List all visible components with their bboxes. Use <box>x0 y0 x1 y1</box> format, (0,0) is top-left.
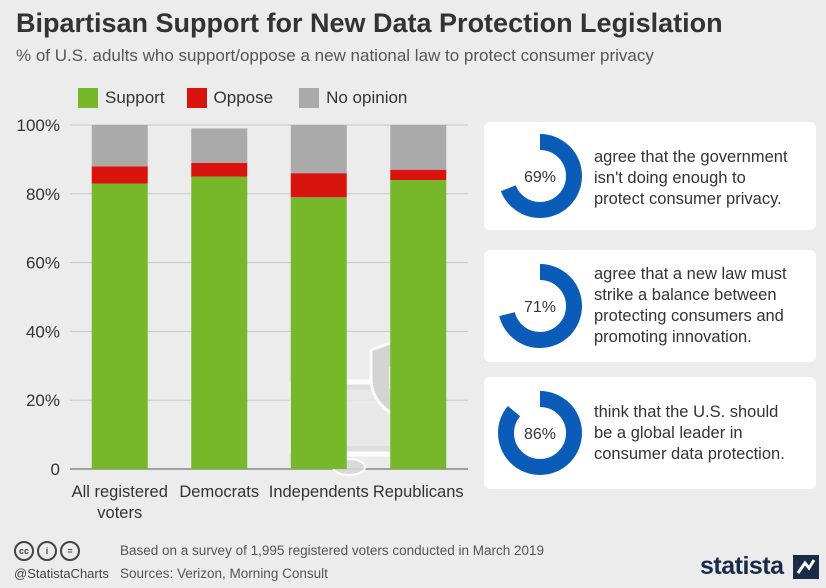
x-tick-label: Democrats <box>179 483 259 501</box>
card-text-3: think that the U.S. should be a global l… <box>594 402 808 465</box>
card-text-line: be a global leader in <box>594 424 743 442</box>
card-text-2: agree that a new law must strike a balan… <box>594 264 808 348</box>
legend-label-support: Support <box>105 88 165 107</box>
donut-value-2: 71% <box>524 299 556 316</box>
card-text-line: protect consumer privacy. <box>594 190 782 208</box>
donut-arc-1 <box>498 134 582 218</box>
bar-support <box>390 180 447 469</box>
sources: Sources: Verizon, Morning Consult <box>120 566 328 581</box>
donut-arc-2 <box>498 264 582 348</box>
card-text-line: consumer data protection. <box>594 445 785 463</box>
by-icon[interactable]: i <box>37 541 57 561</box>
donut-ring-3: 86% <box>498 391 582 475</box>
card-text-1: agree that the government isn't doing en… <box>594 147 808 210</box>
bar-oppose <box>390 169 447 181</box>
legend-item-no-opinion: No opinion <box>299 88 407 108</box>
y-tick-label: 100% <box>17 116 60 135</box>
bar-support <box>290 197 347 469</box>
donut-value-1: 69% <box>524 169 556 186</box>
info-card-3: 86% think that the U.S. should be a glob… <box>484 377 816 489</box>
card-text-line: isn't doing enough to <box>594 169 746 187</box>
bar-oppose <box>191 162 248 177</box>
info-card-2: 71% agree that a new law must strike a b… <box>484 250 816 362</box>
legend-swatch-support <box>78 88 98 108</box>
donut-ring-2: 71% <box>498 264 582 348</box>
bar-no-opinion <box>390 125 447 170</box>
legend-label-oppose: Oppose <box>213 88 274 107</box>
card-text-line: strike a balance between <box>594 286 777 304</box>
nd-icon[interactable]: = <box>60 541 80 561</box>
legend-item-oppose: Oppose <box>186 88 274 108</box>
x-tick-label: Independents <box>269 483 369 501</box>
twitter-handle[interactable]: @StatistaCharts <box>14 566 109 581</box>
chart-title: Bipartisan Support for New Data Protecti… <box>16 8 723 38</box>
y-tick-label: 60% <box>26 254 60 273</box>
y-tick-label: 40% <box>26 322 60 341</box>
bar-oppose <box>91 166 148 184</box>
cc-icon[interactable]: cc <box>14 541 34 561</box>
legend-swatch-oppose <box>186 88 207 108</box>
y-tick-label: 20% <box>26 391 60 410</box>
donut-ring-1: 69% <box>498 134 582 218</box>
bar-no-opinion <box>91 125 148 167</box>
y-tick-label: 80% <box>26 185 60 204</box>
legend: Support Oppose No opinion <box>78 88 407 108</box>
license-icons: cc i = <box>14 541 80 561</box>
info-card-1: 69% agree that the government isn't doin… <box>484 122 816 230</box>
bar-chart: 0 20% 40% 60% 80% 100% All registered voters Dem… <box>17 116 468 522</box>
x-tick-label: voters <box>97 504 142 522</box>
card-text-line: promoting innovation. <box>594 328 752 346</box>
chart-subtitle: % of U.S. adults who support/oppose a ne… <box>16 46 654 65</box>
card-text-line: agree that a new law must <box>594 265 787 283</box>
donut-arc-3 <box>498 391 582 475</box>
y-tick-label: 0 <box>51 460 60 479</box>
card-text-line: agree that the government <box>594 148 788 166</box>
legend-item-support: Support <box>78 88 165 108</box>
legend-label-no-opinion: No opinion <box>326 88 408 107</box>
bar-support <box>91 183 148 469</box>
legend-swatch-no-opinion <box>299 88 320 108</box>
bar-no-opinion <box>191 128 248 163</box>
survey-note: Based on a survey of 1,995 registered vo… <box>120 543 545 558</box>
statista-logo[interactable]: statista <box>700 552 784 580</box>
x-tick-label: Republicans <box>373 483 464 501</box>
statista-logo-mark-icon <box>793 555 819 579</box>
card-text-line: think that the U.S. should <box>594 403 779 421</box>
donut-value-3: 86% <box>524 426 556 443</box>
bar-no-opinion <box>290 125 347 174</box>
bar-support <box>191 176 248 469</box>
x-tick-label: All registered <box>72 483 168 501</box>
card-text-line: protecting consumers and <box>594 307 784 325</box>
bar-oppose <box>290 173 347 198</box>
